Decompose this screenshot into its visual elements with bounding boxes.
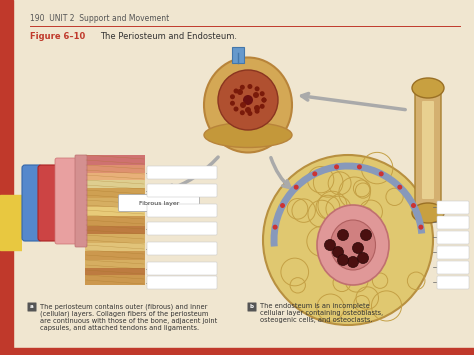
Text: a: a [30,305,34,310]
Bar [85,251,145,260]
Bar [85,173,145,180]
Circle shape [332,246,344,257]
Circle shape [334,164,339,169]
Circle shape [240,85,245,90]
Circle shape [240,110,245,115]
Circle shape [260,91,264,96]
FancyBboxPatch shape [415,81,441,217]
Bar [85,216,145,226]
Circle shape [280,203,285,208]
FancyBboxPatch shape [147,222,217,235]
Circle shape [240,102,246,108]
FancyBboxPatch shape [27,302,36,311]
Text: Figure 6–10: Figure 6–10 [30,32,85,41]
FancyBboxPatch shape [437,201,469,214]
Text: 190  UNIT 2  Support and Movement: 190 UNIT 2 Support and Movement [30,14,169,23]
Circle shape [247,111,253,116]
Bar [85,275,145,285]
FancyBboxPatch shape [147,204,217,217]
FancyBboxPatch shape [38,165,58,241]
FancyBboxPatch shape [437,231,469,244]
FancyBboxPatch shape [437,246,469,259]
FancyBboxPatch shape [147,166,217,179]
FancyBboxPatch shape [437,261,469,274]
Circle shape [357,252,368,263]
FancyBboxPatch shape [55,158,77,244]
Ellipse shape [330,220,375,270]
Bar [85,234,145,243]
FancyBboxPatch shape [422,101,434,199]
Bar [232,47,244,63]
Bar [85,188,145,198]
Bar [85,198,145,207]
Bar [85,268,145,275]
Circle shape [237,89,243,95]
Bar [85,207,145,216]
Ellipse shape [412,203,444,223]
Circle shape [260,104,264,109]
Circle shape [379,171,384,176]
Bar [85,260,145,268]
FancyBboxPatch shape [437,276,469,289]
Bar [85,243,145,251]
Circle shape [411,203,416,208]
Circle shape [254,105,260,111]
Circle shape [255,86,260,91]
Text: The Periosteum and Endosteum.: The Periosteum and Endosteum. [100,32,237,41]
FancyBboxPatch shape [147,276,217,289]
Bar [85,165,145,173]
Circle shape [247,84,253,89]
FancyBboxPatch shape [147,242,217,255]
Circle shape [263,155,433,325]
Circle shape [361,229,372,240]
FancyBboxPatch shape [22,165,42,241]
Circle shape [245,107,251,113]
Circle shape [294,185,299,190]
Circle shape [397,185,402,190]
FancyBboxPatch shape [147,262,217,275]
Circle shape [243,95,253,105]
Circle shape [234,106,238,111]
FancyBboxPatch shape [437,216,469,229]
Bar [0,0,13,355]
Circle shape [230,94,235,99]
Circle shape [255,109,260,114]
Circle shape [357,164,362,169]
Text: The endosteum is an incomplete
cellular layer containing osteoblasts,
osteogenic: The endosteum is an incomplete cellular … [260,303,383,323]
Bar [85,180,145,188]
Circle shape [253,92,259,98]
Bar [85,226,145,234]
Circle shape [218,70,278,130]
Ellipse shape [204,122,292,147]
Circle shape [234,88,238,93]
Bar [0,195,22,250]
Ellipse shape [204,58,292,153]
Text: Fibrous layer: Fibrous layer [139,201,179,206]
Circle shape [337,229,348,240]
FancyBboxPatch shape [75,155,87,247]
Circle shape [325,240,336,251]
Circle shape [262,98,266,103]
Ellipse shape [412,78,444,98]
Circle shape [419,225,423,230]
Circle shape [347,257,358,268]
Circle shape [230,101,235,106]
Circle shape [337,255,348,266]
Bar [22,155,227,290]
Circle shape [353,242,364,253]
FancyBboxPatch shape [247,302,256,311]
Ellipse shape [317,205,389,285]
Text: b: b [250,305,254,310]
Bar [0,348,474,355]
FancyBboxPatch shape [118,195,200,212]
Circle shape [262,98,266,103]
Circle shape [312,171,317,176]
FancyBboxPatch shape [147,184,217,197]
Text: The periosteum contains outer (fibrous) and inner
(cellular) layers. Collagen fi: The periosteum contains outer (fibrous) … [40,303,217,331]
Circle shape [273,225,278,230]
Bar [85,155,145,165]
